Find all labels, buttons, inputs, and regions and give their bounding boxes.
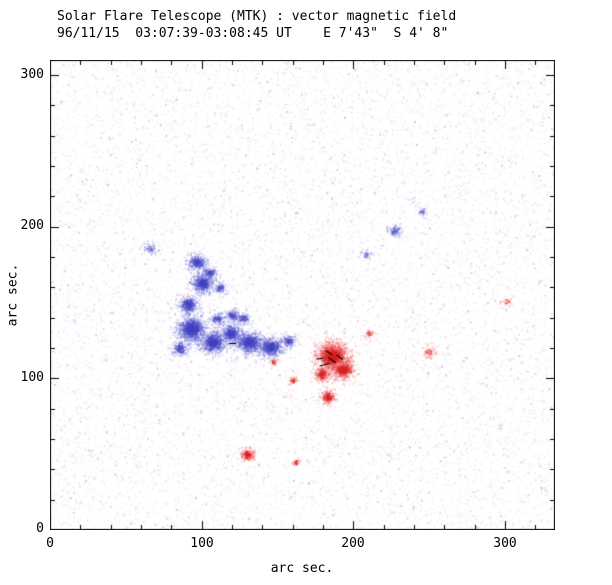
x-tick-label-300: 300 [493, 536, 517, 551]
magnetogram-canvas [50, 60, 555, 530]
y-tick-label-200: 200 [20, 218, 44, 233]
plot-area [50, 60, 555, 530]
y-axis-label: arc sec. [5, 263, 21, 327]
x-tick-label-0: 0 [46, 536, 54, 551]
x-axis-label: arc sec. [270, 561, 334, 576]
y-tick-label-300: 300 [20, 67, 44, 82]
x-tick-label-200: 200 [341, 536, 365, 551]
figure-title: Solar Flare Telescope (MTK) : vector mag… [57, 9, 457, 24]
figure-subtitle: 96/11/15 03:07:39-03:08:45 UT E 7'43" S … [57, 26, 449, 41]
y-tick-label-100: 100 [20, 370, 44, 385]
y-tick-label-0: 0 [36, 521, 44, 536]
x-tick-label-100: 100 [190, 536, 214, 551]
